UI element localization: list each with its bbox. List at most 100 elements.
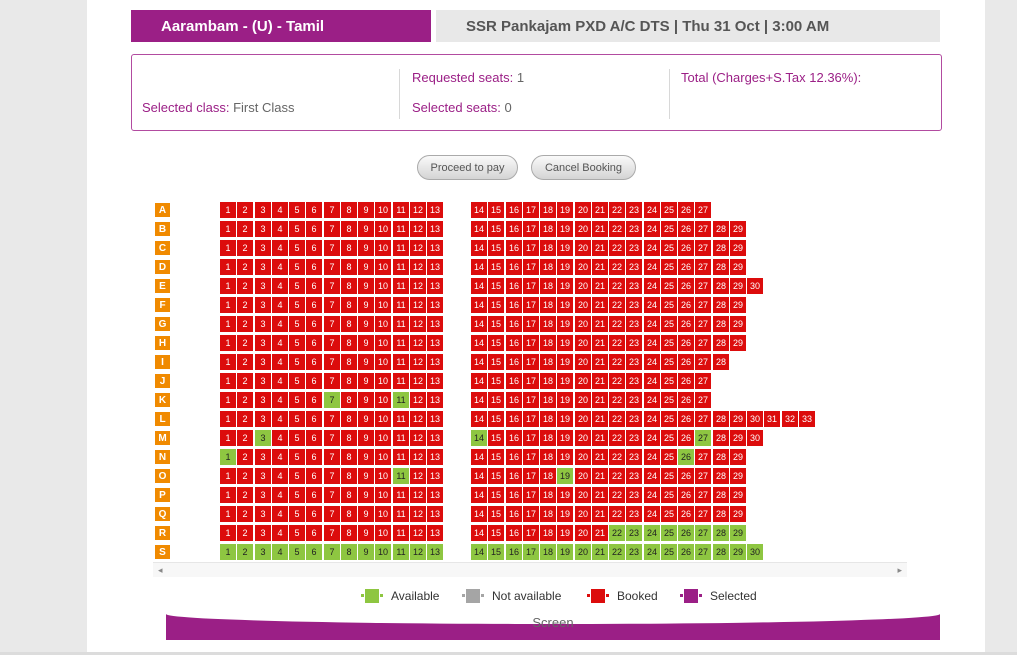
seat-s-16[interactable]: 16	[506, 544, 522, 560]
row-label-m: M	[155, 431, 170, 445]
seat-k-11[interactable]: 11	[393, 392, 409, 408]
seat-h-8: 8	[341, 335, 357, 351]
seat-k-7[interactable]: 7	[324, 392, 340, 408]
seat-s-18[interactable]: 18	[540, 544, 556, 560]
seat-k-2: 2	[237, 392, 253, 408]
seat-i-4: 4	[272, 354, 288, 370]
seat-d-18: 18	[540, 259, 556, 275]
seat-s-20[interactable]: 20	[575, 544, 591, 560]
seat-r-22[interactable]: 22	[609, 525, 625, 541]
seat-s-23[interactable]: 23	[626, 544, 642, 560]
not-available-swatch-icon	[462, 589, 484, 603]
seat-r-26[interactable]: 26	[678, 525, 694, 541]
seat-s-3[interactable]: 3	[255, 544, 271, 560]
seat-d-28: 28	[713, 259, 729, 275]
seat-s-29[interactable]: 29	[730, 544, 746, 560]
seat-r-15: 15	[488, 525, 504, 541]
seat-m-3[interactable]: 3	[255, 430, 271, 446]
seat-b-24: 24	[644, 221, 660, 237]
seat-r-29[interactable]: 29	[730, 525, 746, 541]
seat-r-24[interactable]: 24	[644, 525, 660, 541]
seat-a-13: 13	[427, 202, 443, 218]
seat-s-15[interactable]: 15	[488, 544, 504, 560]
scroll-left-icon[interactable]: ◂	[158, 565, 163, 575]
seat-o-8: 8	[341, 468, 357, 484]
horizontal-scrollbar[interactable]: ◂ ▸	[153, 562, 907, 577]
seat-s-4[interactable]: 4	[272, 544, 288, 560]
seat-s-25[interactable]: 25	[661, 544, 677, 560]
seat-h-23: 23	[626, 335, 642, 351]
seat-o-11[interactable]: 11	[393, 468, 409, 484]
seat-r-25[interactable]: 25	[661, 525, 677, 541]
seat-n-26[interactable]: 26	[678, 449, 694, 465]
seat-j-21: 21	[592, 373, 608, 389]
seat-d-20: 20	[575, 259, 591, 275]
seat-l-31: 31	[764, 411, 780, 427]
cancel-booking-button[interactable]: Cancel Booking	[531, 155, 636, 180]
seat-s-13[interactable]: 13	[427, 544, 443, 560]
seat-s-5[interactable]: 5	[289, 544, 305, 560]
seat-q-3: 3	[255, 506, 271, 522]
seat-e-4: 4	[272, 278, 288, 294]
proceed-to-pay-button[interactable]: Proceed to pay	[417, 155, 518, 180]
seat-s-21[interactable]: 21	[592, 544, 608, 560]
seat-s-17[interactable]: 17	[523, 544, 539, 560]
total-label: Total (Charges+S.Tax 12.36%):	[681, 70, 862, 85]
seat-s-12[interactable]: 12	[410, 544, 426, 560]
seat-q-26: 26	[678, 506, 694, 522]
seat-b-22: 22	[609, 221, 625, 237]
seat-p-22: 22	[609, 487, 625, 503]
seat-h-27: 27	[695, 335, 711, 351]
seat-s-14[interactable]: 14	[471, 544, 487, 560]
seat-e-1: 1	[220, 278, 236, 294]
seat-j-23: 23	[626, 373, 642, 389]
seat-r-23[interactable]: 23	[626, 525, 642, 541]
seat-n-16: 16	[506, 449, 522, 465]
seat-p-11: 11	[393, 487, 409, 503]
seat-a-22: 22	[609, 202, 625, 218]
seat-f-26: 26	[678, 297, 694, 313]
legend-selected: Selected	[680, 589, 757, 603]
seat-s-8[interactable]: 8	[341, 544, 357, 560]
seat-s-9[interactable]: 9	[358, 544, 374, 560]
seat-s-6[interactable]: 6	[306, 544, 322, 560]
seat-i-16: 16	[506, 354, 522, 370]
seat-p-20: 20	[575, 487, 591, 503]
requested-seats-label: Requested seats:	[412, 70, 514, 85]
seat-s-2[interactable]: 2	[237, 544, 253, 560]
seat-f-6: 6	[306, 297, 322, 313]
seat-l-1: 1	[220, 411, 236, 427]
seat-s-24[interactable]: 24	[644, 544, 660, 560]
seat-o-24: 24	[644, 468, 660, 484]
seat-s-26[interactable]: 26	[678, 544, 694, 560]
seat-m-6: 6	[306, 430, 322, 446]
seat-s-10[interactable]: 10	[375, 544, 391, 560]
seat-s-1[interactable]: 1	[220, 544, 236, 560]
seat-r-5: 5	[289, 525, 305, 541]
seat-c-28: 28	[713, 240, 729, 256]
seat-b-13: 13	[427, 221, 443, 237]
seat-r-28[interactable]: 28	[713, 525, 729, 541]
seat-n-1[interactable]: 1	[220, 449, 236, 465]
seat-m-14[interactable]: 14	[471, 430, 487, 446]
scroll-right-icon[interactable]: ▸	[897, 565, 902, 575]
seat-f-1: 1	[220, 297, 236, 313]
seat-s-27[interactable]: 27	[695, 544, 711, 560]
seat-s-28[interactable]: 28	[713, 544, 729, 560]
seat-s-19[interactable]: 19	[557, 544, 573, 560]
seat-r-27[interactable]: 27	[695, 525, 711, 541]
seat-s-11[interactable]: 11	[393, 544, 409, 560]
seat-n-27: 27	[695, 449, 711, 465]
seat-i-14: 14	[471, 354, 487, 370]
seat-m-21: 21	[592, 430, 608, 446]
seat-l-6: 6	[306, 411, 322, 427]
seat-q-12: 12	[410, 506, 426, 522]
seat-o-19[interactable]: 19	[557, 468, 573, 484]
seat-l-4: 4	[272, 411, 288, 427]
seat-s-30[interactable]: 30	[747, 544, 763, 560]
seat-h-19: 19	[557, 335, 573, 351]
seat-g-12: 12	[410, 316, 426, 332]
seat-m-27[interactable]: 27	[695, 430, 711, 446]
seat-s-22[interactable]: 22	[609, 544, 625, 560]
seat-s-7[interactable]: 7	[324, 544, 340, 560]
